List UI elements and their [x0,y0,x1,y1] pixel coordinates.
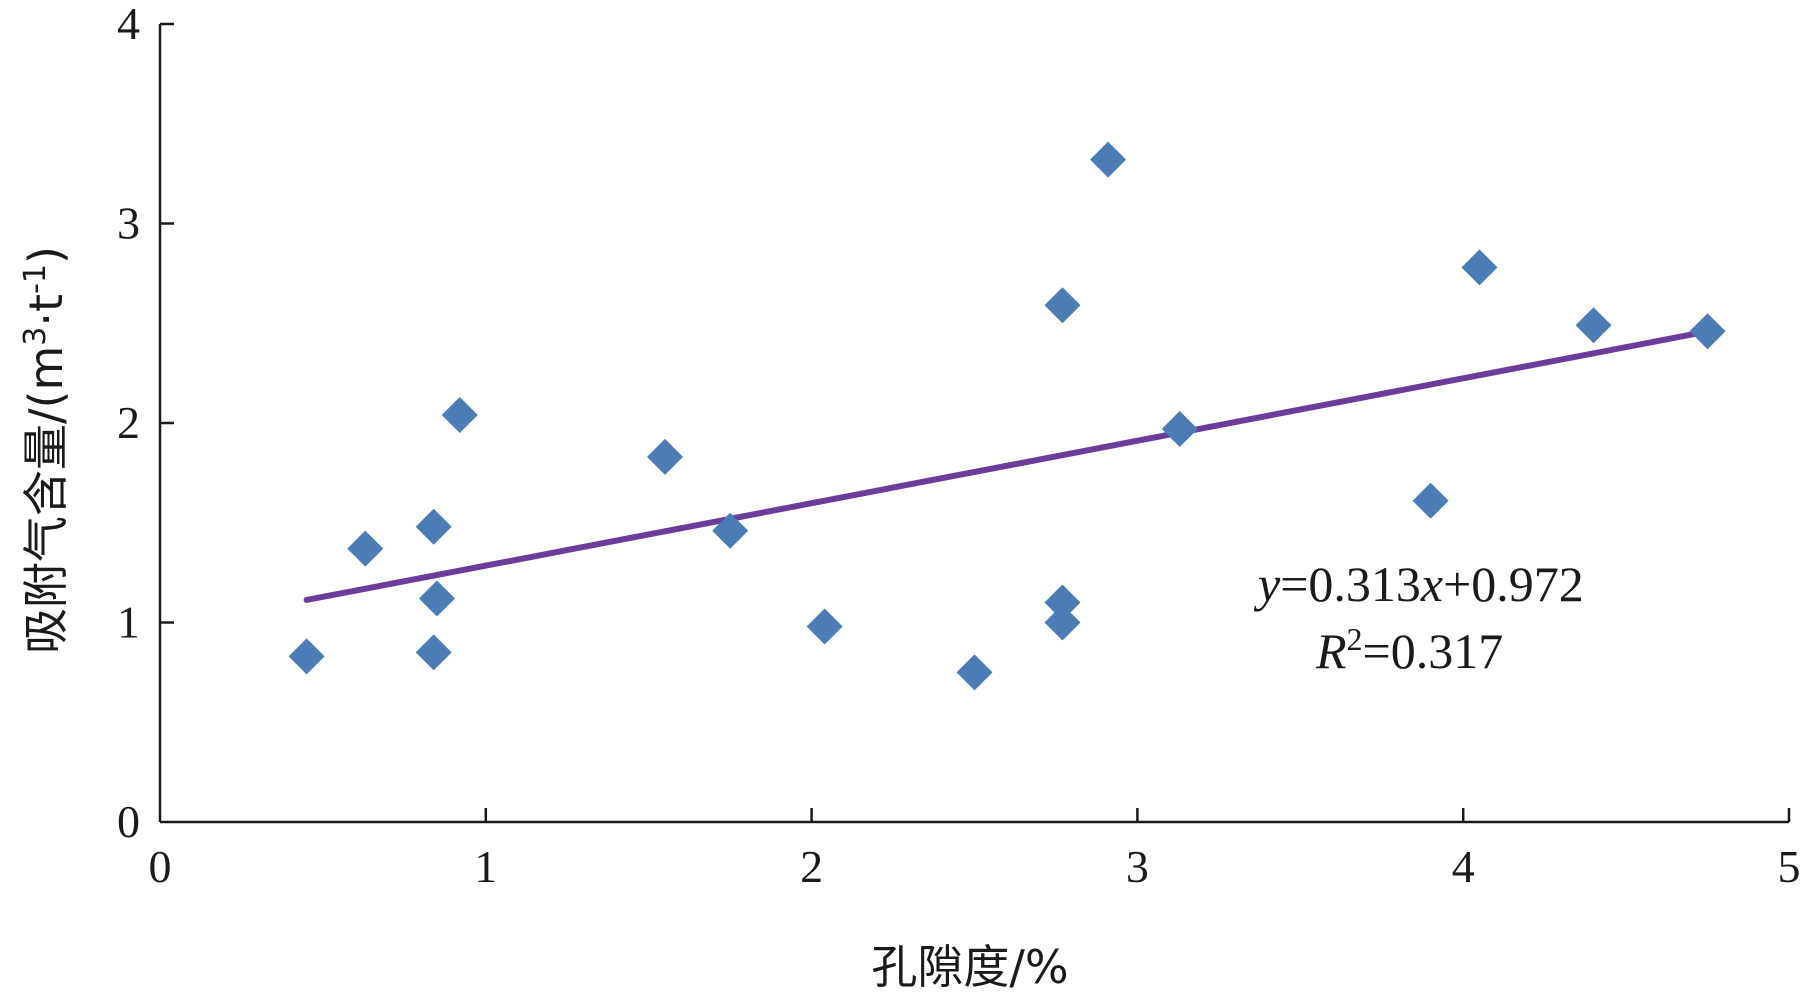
data-point-6 [646,438,683,475]
y-axis-title: 吸附气含量/(m3·t-1) [18,246,74,654]
data-point-9 [956,654,993,691]
ticks: 0 1 2 3 4 5 0 1 2 3 4 [117,0,1801,892]
x-tick-label-5: 5 [1778,841,1801,892]
y-axis-title-end: ) [19,246,73,264]
eq-intercept: +0.972 [1443,556,1584,612]
x-axis-title: 孔隙度/% [871,940,1068,994]
data-point-11 [1044,584,1081,621]
data-point-12 [1044,287,1081,324]
eq-y: y [1253,556,1281,612]
x-tick-label-4: 4 [1452,841,1475,892]
y-axis-title-sup1: 3 [18,327,53,346]
data-point-8 [806,608,843,645]
y-tick-label-3: 3 [117,198,140,249]
regression-equation: y=0.313x+0.972 [1253,556,1584,612]
data-point-1 [347,530,384,567]
x-tick-label-0: 0 [149,841,172,892]
data-point-10 [1044,604,1081,641]
data-point-15 [1412,482,1449,519]
x-tick-label-2: 2 [800,841,823,892]
eq-x: x [1420,556,1443,612]
y-tick-label-0: 0 [117,796,140,847]
data-point-16 [1461,249,1498,286]
y-axis-title-sup2: -1 [18,264,53,294]
data-point-0 [288,638,325,675]
axes [158,24,1789,824]
r-label: R [1315,623,1347,679]
r-value: =0.317 [1363,623,1504,679]
y-tick-label-1: 1 [117,597,140,648]
data-point-17 [1575,307,1612,344]
r-squared: R2=0.317 [1315,621,1503,679]
data-point-14 [1161,410,1198,447]
y-axis-title-main: 吸附气含量/(m [19,346,73,654]
data-point-7 [712,512,749,549]
y-tick-label-2: 2 [117,397,140,448]
data-point-3 [415,508,452,545]
data-point-18 [1689,313,1726,350]
data-point-5 [441,397,478,434]
data-point-2 [415,634,452,671]
x-tick-label-3: 3 [1126,841,1149,892]
data-point-13 [1090,141,1127,178]
data-points [288,141,1726,691]
r-sup: 2 [1347,621,1363,657]
y-axis-title-mid: ·t [19,294,73,327]
eq-slope: =0.313 [1280,556,1421,612]
trendline-group [303,328,1711,603]
y-tick-label-4: 4 [117,0,140,49]
x-tick-label-1: 1 [474,841,497,892]
trendline [303,328,1711,603]
data-point-4 [418,580,455,617]
